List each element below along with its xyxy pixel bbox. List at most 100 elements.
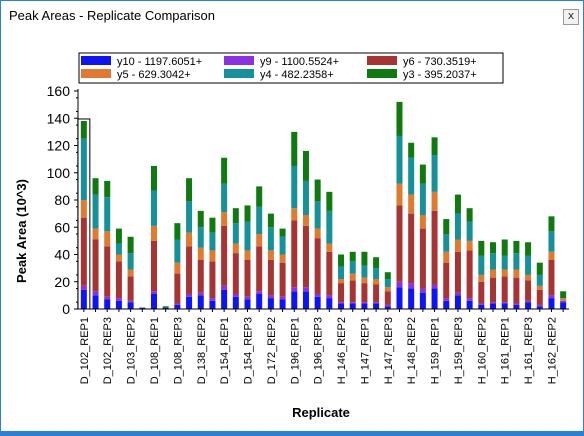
bar-segment-y10[interactable] xyxy=(338,303,345,309)
bar-segment-y6[interactable] xyxy=(478,281,485,304)
bar-segment-y9[interactable] xyxy=(338,302,345,304)
bar-segment-y3[interactable] xyxy=(209,217,216,233)
bar-segment-y10[interactable] xyxy=(104,299,111,309)
bar-segment-y4[interactable] xyxy=(443,234,450,252)
bar-segment-y5[interactable] xyxy=(314,228,321,239)
bar-segment-y10[interactable] xyxy=(408,288,415,309)
bar-segment-y6[interactable] xyxy=(197,259,204,293)
bar-segment-y10[interactable] xyxy=(256,294,263,309)
bar-segment-y4[interactable] xyxy=(454,213,461,240)
bar-segment-y9[interactable] xyxy=(326,295,333,299)
bar-segment-y9[interactable] xyxy=(232,294,239,297)
bar-segment-y3[interactable] xyxy=(560,291,567,299)
bar-segment-y6[interactable] xyxy=(419,228,426,289)
bar-segment-y5[interactable] xyxy=(513,269,520,278)
bar-segment-y4[interactable] xyxy=(513,253,520,270)
bar-segment-y6[interactable] xyxy=(349,280,356,303)
bar-segment-y4[interactable] xyxy=(244,221,251,251)
bar-segment-y3[interactable] xyxy=(454,194,461,214)
bar-segment-y3[interactable] xyxy=(115,228,122,244)
bar-segment-y4[interactable] xyxy=(256,206,263,235)
bar-segment-y3[interactable] xyxy=(361,251,368,266)
bar-segment-y6[interactable] xyxy=(525,280,532,301)
bar-segment-y9[interactable] xyxy=(560,300,567,303)
bar-segment-y5[interactable] xyxy=(384,287,391,292)
bar-segment-y4[interactable] xyxy=(408,157,415,195)
bar-segment-y10[interactable] xyxy=(419,292,426,309)
bar-segment-y4[interactable] xyxy=(150,190,157,226)
bar-segment-y4[interactable] xyxy=(338,266,345,280)
bar-segment-y10[interactable] xyxy=(267,298,274,309)
bar-segment-y4[interactable] xyxy=(396,135,403,184)
bar-segment-y3[interactable] xyxy=(256,186,263,207)
bar-segment-y3[interactable] xyxy=(431,137,438,156)
bar-segment-y4[interactable] xyxy=(478,255,485,275)
bar-segment-y10[interactable] xyxy=(302,291,309,309)
bar-segment-y5[interactable] xyxy=(536,285,543,290)
bar-segment-y6[interactable] xyxy=(209,261,216,299)
bar-segment-y5[interactable] xyxy=(174,262,181,274)
bar-segment-y10[interactable] xyxy=(525,302,532,309)
bar-segment-y3[interactable] xyxy=(478,240,485,256)
bar-segment-y3[interactable] xyxy=(221,157,228,184)
bar-segment-y4[interactable] xyxy=(279,236,286,255)
bar-segment-y6[interactable] xyxy=(80,217,87,286)
bar-segment-y3[interactable] xyxy=(326,191,333,211)
bar-segment-y4[interactable] xyxy=(174,239,181,263)
bar-segment-y4[interactable] xyxy=(314,201,321,229)
bar-segment-y3[interactable] xyxy=(302,150,309,181)
bar-segment-y9[interactable] xyxy=(104,296,111,300)
bar-segment-y6[interactable] xyxy=(513,277,520,304)
bar-segment-y5[interactable] xyxy=(408,194,415,214)
bar-segment-y4[interactable] xyxy=(302,180,309,215)
bar-segment-y6[interactable] xyxy=(244,259,251,297)
bar-segment-y9[interactable] xyxy=(548,295,555,299)
bar-segment-y6[interactable] xyxy=(115,261,122,299)
bar-segment-y10[interactable] xyxy=(443,300,450,309)
bar-segment-y10[interactable] xyxy=(139,307,146,309)
bar-segment-y10[interactable] xyxy=(174,304,181,309)
bar-segment-y6[interactable] xyxy=(279,262,286,297)
bar-segment-y5[interactable] xyxy=(501,269,508,277)
bar-segment-y9[interactable] xyxy=(396,281,403,288)
bar-segment-y9[interactable] xyxy=(244,296,251,300)
bar-segment-y4[interactable] xyxy=(384,279,391,288)
bar-segment-y10[interactable] xyxy=(314,296,321,309)
bar-segment-y4[interactable] xyxy=(267,227,274,251)
bar-segment-y3[interactable] xyxy=(127,236,134,254)
bar-segment-y6[interactable] xyxy=(443,262,450,299)
bar-segment-y3[interactable] xyxy=(525,242,532,256)
bar-segment-y5[interactable] xyxy=(279,254,286,263)
bar-segment-y5[interactable] xyxy=(373,279,380,285)
bar-segment-y3[interactable] xyxy=(174,223,181,240)
bar-segment-y9[interactable] xyxy=(256,291,263,295)
bar-segment-y5[interactable] xyxy=(443,251,450,263)
bar-segment-y6[interactable] xyxy=(326,251,333,296)
bar-segment-y10[interactable] xyxy=(490,303,497,309)
bar-segment-y5[interactable] xyxy=(209,250,216,262)
bar-segment-y4[interactable] xyxy=(373,268,380,280)
bar-segment-y4[interactable] xyxy=(525,255,532,275)
bar-segment-y4[interactable] xyxy=(361,265,368,278)
bar-segment-y3[interactable] xyxy=(338,254,345,267)
bar-segment-y6[interactable] xyxy=(454,251,461,293)
bar-segment-y10[interactable] xyxy=(396,287,403,309)
bar-segment-y6[interactable] xyxy=(501,276,508,303)
bar-segment-y3[interactable] xyxy=(349,251,356,262)
bar-segment-y9[interactable] xyxy=(92,291,99,296)
bar-segment-y6[interactable] xyxy=(291,220,298,288)
bar-segment-y5[interactable] xyxy=(338,279,345,284)
bar-segment-y3[interactable] xyxy=(232,208,239,224)
bar-segment-y4[interactable] xyxy=(232,223,239,244)
bar-segment-y4[interactable] xyxy=(431,155,438,192)
bar-segment-y10[interactable] xyxy=(560,302,567,309)
bar-segment-y6[interactable] xyxy=(267,259,274,296)
bar-segment-y6[interactable] xyxy=(302,225,309,288)
bar-segment-y10[interactable] xyxy=(244,299,251,309)
bar-segment-y6[interactable] xyxy=(92,239,99,292)
bar-segment-y4[interactable] xyxy=(536,274,543,286)
bar-segment-y10[interactable] xyxy=(513,304,520,309)
bar-segment-y6[interactable] xyxy=(256,246,263,292)
bar-segment-y4[interactable] xyxy=(548,231,555,252)
bar-segment-y10[interactable] xyxy=(373,303,380,309)
